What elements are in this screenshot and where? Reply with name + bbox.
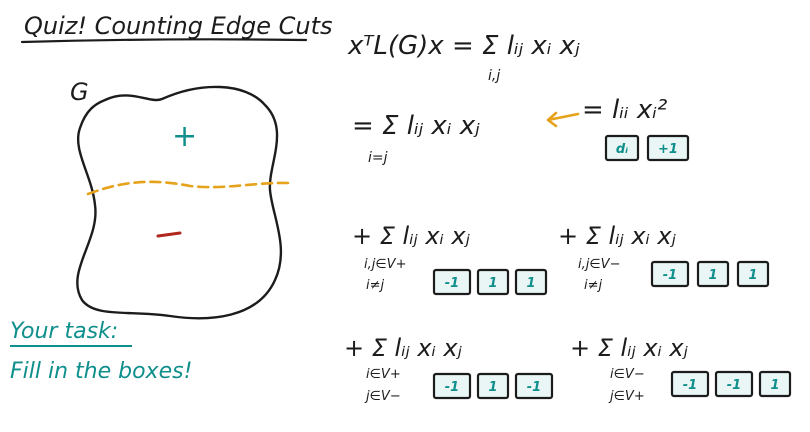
answer-box[interactable]: 1: [696, 260, 730, 288]
term-2-subscript-b: i≠j: [584, 278, 603, 293]
answer-box[interactable]: -1: [514, 372, 554, 400]
term-4-subscript-b: j∈V+: [608, 389, 645, 404]
svg-text:-1: -1: [663, 268, 677, 283]
answer-box[interactable]: -1: [432, 268, 472, 296]
answer-box[interactable]: 1: [514, 268, 548, 296]
svg-text:-1: -1: [683, 378, 697, 393]
svg-text:1: 1: [488, 276, 497, 291]
svg-text:1: 1: [748, 268, 757, 283]
svg-text:1: 1: [770, 378, 779, 393]
equation-diagonal: = Σ lᵢⱼ xᵢ xⱼ: [352, 111, 480, 141]
answer-box[interactable]: -1: [650, 260, 690, 288]
equation-term-2: + Σ lᵢⱼ xᵢ xⱼ: [558, 222, 677, 250]
term-2-subscript-a: i,j∈V−: [578, 257, 620, 272]
answer-box[interactable]: dᵢ: [604, 134, 640, 162]
arrow-icon: [546, 111, 580, 128]
term-1-subscript-a: i,j∈V+: [364, 257, 406, 272]
svg-text:-1: -1: [527, 380, 541, 395]
equation-main: xᵀL(G)x = Σ lᵢⱼ xᵢ xⱼ: [347, 31, 580, 61]
task-instruction: Fill in the boxes!: [10, 359, 192, 384]
svg-text:dᵢ: dᵢ: [616, 142, 628, 157]
equation-term-1: + Σ lᵢⱼ xᵢ xⱼ: [352, 222, 471, 250]
answer-box[interactable]: +1: [646, 134, 690, 162]
equation-term-4: + Σ lᵢⱼ xᵢ xⱼ: [570, 334, 689, 362]
answer-box[interactable]: 1: [736, 260, 770, 288]
svg-text:-1: -1: [727, 378, 741, 393]
answer-box[interactable]: 1: [758, 370, 792, 398]
term-3-subscript-a: i∈V+: [366, 367, 401, 382]
equation-diagonal-subscript: i=j: [368, 150, 388, 166]
answer-box[interactable]: -1: [670, 370, 710, 398]
answer-box[interactable]: -1: [432, 372, 472, 400]
graph-label: G: [70, 78, 89, 106]
term-1-subscript-b: i≠j: [366, 278, 385, 293]
plus-region-sign: +: [172, 119, 197, 154]
equation-term-3: + Σ lᵢⱼ xᵢ xⱼ: [344, 334, 463, 362]
svg-text:-1: -1: [445, 380, 459, 395]
svg-text:-1: -1: [445, 276, 459, 291]
svg-text:1: 1: [488, 380, 497, 395]
title-underline: [20, 38, 308, 44]
term-3-subscript-b: j∈V−: [364, 389, 401, 404]
svg-text:+1: +1: [658, 142, 678, 157]
task-heading: Your task:: [10, 319, 118, 344]
answer-box[interactable]: -1: [714, 370, 754, 398]
page-title: Quiz! Counting Edge Cuts: [24, 12, 333, 40]
svg-text:1: 1: [708, 268, 717, 283]
svg-text:1: 1: [526, 276, 535, 291]
equation-main-subscript: i,j: [488, 68, 500, 84]
term-4-subscript-a: i∈V−: [610, 367, 645, 382]
answer-box[interactable]: 1: [476, 268, 510, 296]
cut-line: [86, 180, 290, 196]
answer-box[interactable]: 1: [476, 372, 510, 400]
minus-region-mark: [156, 231, 182, 238]
equation-diagonal-result: = lᵢᵢ xᵢ²: [582, 95, 667, 125]
graph-blob: [76, 85, 283, 320]
